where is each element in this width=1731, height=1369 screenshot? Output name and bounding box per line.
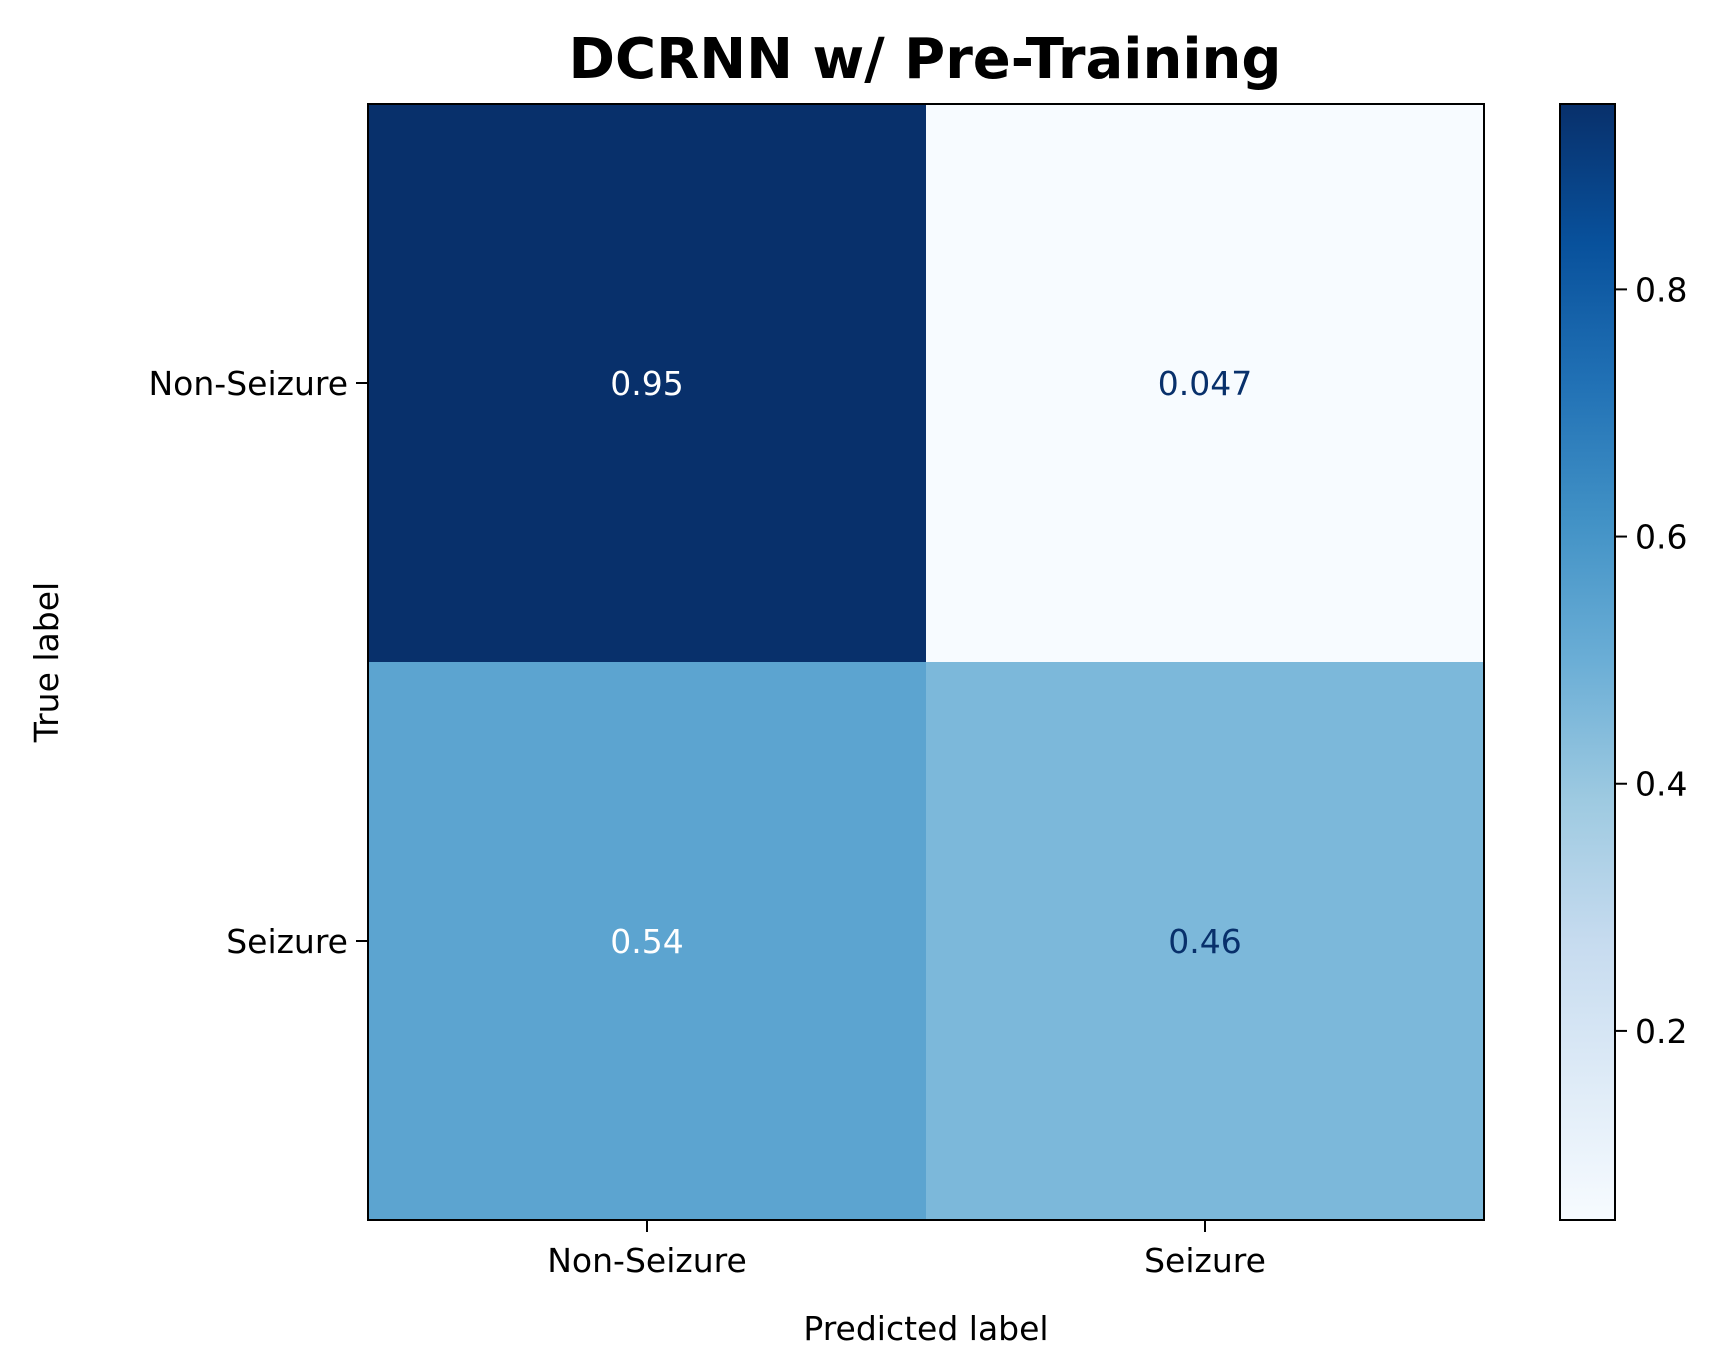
x-tick-label: Seizure	[1144, 1241, 1266, 1280]
heatmap-cell-label: 0.047	[1158, 364, 1252, 403]
colorbar-tick-label: 0.6	[1635, 518, 1687, 557]
heatmap-cell-labels: 0.95 0.047 0.54 0.46	[610, 364, 1252, 961]
colorbar-tick-label: 0.2	[1635, 1012, 1687, 1051]
heatmap-cell	[368, 662, 927, 1221]
heatmap-cell	[926, 662, 1485, 1221]
heatmap-cell	[926, 104, 1485, 663]
x-axis-ticks: Non-Seizure Seizure	[547, 1220, 1266, 1280]
y-tick-label: Seizure	[226, 922, 348, 961]
y-axis-title: True label	[27, 582, 66, 743]
chart-title: DCRNN w/ Pre-Training	[569, 27, 1282, 92]
colorbar-tick-label: 0.4	[1635, 765, 1687, 804]
x-tick-label: Non-Seizure	[547, 1241, 747, 1280]
heatmap-cell	[368, 104, 927, 663]
heatmap-cell-label: 0.95	[610, 364, 683, 403]
colorbar-ticks: 0.2 0.4 0.6 0.8	[1615, 270, 1687, 1051]
heatmap-cell-label: 0.54	[610, 922, 683, 961]
x-axis-title: Predicted label	[803, 1309, 1048, 1348]
y-axis-ticks: Non-Seizure Seizure	[149, 364, 368, 961]
heatmap-cells	[368, 104, 1485, 1221]
plot-frame	[367, 103, 1485, 1221]
heatmap-cell-label: 0.46	[1168, 922, 1241, 961]
colorbar	[1559, 103, 1616, 1221]
colorbar-tick-label: 0.8	[1635, 270, 1687, 309]
y-tick-label: Non-Seizure	[149, 364, 349, 403]
